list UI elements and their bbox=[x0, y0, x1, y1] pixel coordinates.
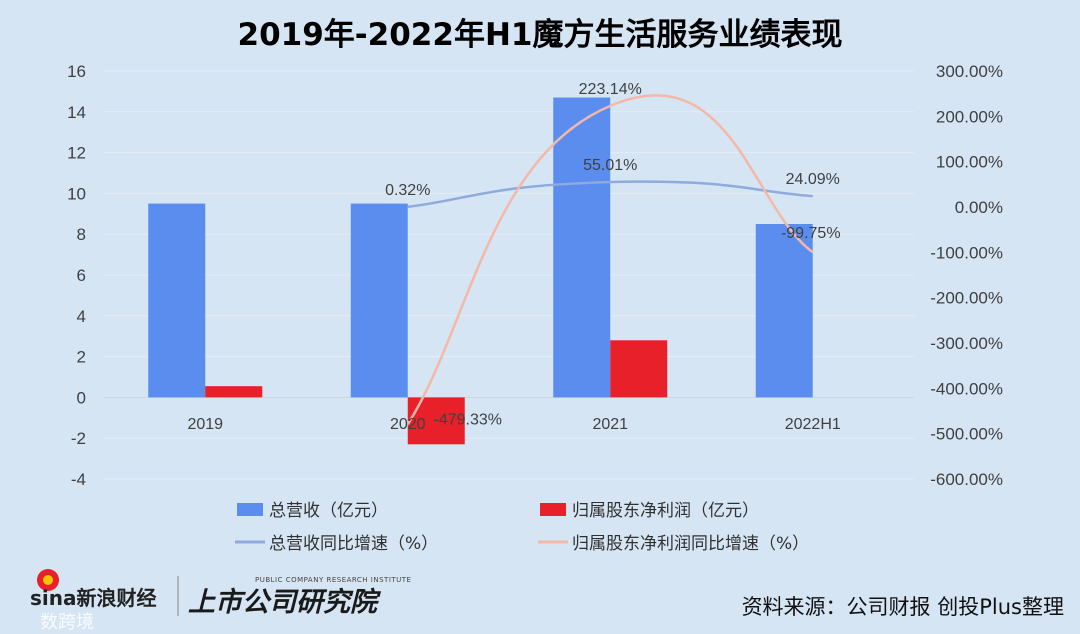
sina-logo: sina新浪财经 bbox=[30, 569, 157, 610]
research-logo-text: 上市公司研究院 bbox=[188, 587, 382, 618]
y-right-tick-label: -200.00% bbox=[930, 289, 1003, 308]
y-right-tick-label: -400.00% bbox=[930, 379, 1003, 398]
y-axis-right: 300.00% 200.00% 100.00% 0.00% -100.00% -200.0… bbox=[930, 62, 1003, 489]
x-tick-label: 2021 bbox=[592, 416, 628, 433]
bar-revenue bbox=[350, 203, 408, 398]
sina-logo-text: sina新浪财经 bbox=[30, 586, 157, 610]
y-left-tick-label: -4 bbox=[71, 470, 86, 489]
y-left-tick-label: 14 bbox=[67, 103, 86, 122]
y-left-tick-label: 6 bbox=[77, 266, 86, 285]
data-label: -479.33% bbox=[434, 411, 503, 428]
y-right-tick-label: 100.00% bbox=[936, 153, 1003, 172]
y-right-tick-label: -100.00% bbox=[930, 243, 1003, 262]
y-right-tick-label: 300.00% bbox=[936, 62, 1003, 81]
bar-revenue bbox=[148, 203, 206, 398]
watermark-text: 数跨境 bbox=[40, 612, 94, 633]
x-tick-label: 2022H1 bbox=[785, 416, 841, 433]
research-logo-subtitle: PUBLIC COMPANY RESEARCH INSTITUTE bbox=[255, 576, 411, 584]
y-left-tick-label: 10 bbox=[67, 184, 86, 203]
bars bbox=[148, 97, 813, 445]
bar-revenue bbox=[755, 224, 813, 398]
data-label: -99.75% bbox=[781, 225, 841, 242]
chart-title: 2019年-2022年H1魔方生活服务业绩表现 bbox=[238, 17, 843, 53]
data-label: 24.09% bbox=[786, 171, 840, 188]
y-left-tick-label: -2 bbox=[71, 429, 86, 448]
y-left-tick-label: 4 bbox=[77, 307, 86, 326]
sina-eye-pupil-icon bbox=[43, 575, 53, 585]
x-tick-label: 2019 bbox=[187, 416, 223, 433]
y-axis-left: 16 14 12 10 8 6 4 2 0 -2 -4 bbox=[67, 62, 86, 489]
legend-label: 归属股东净利润同比增速（%） bbox=[572, 534, 809, 554]
source-note: 资料来源：公司财报 创投Plus整理 bbox=[742, 595, 1064, 619]
y-left-tick-label: 8 bbox=[77, 225, 86, 244]
legend-label: 总营收同比增速（%） bbox=[269, 534, 438, 554]
y-right-tick-label: 200.00% bbox=[936, 107, 1003, 126]
research-logo: PUBLIC COMPANY RESEARCH INSTITUTE 上市公司研究… bbox=[188, 576, 411, 618]
y-right-tick-label: -500.00% bbox=[930, 425, 1003, 444]
lines bbox=[406, 94, 814, 425]
y-left-tick-label: 12 bbox=[67, 144, 86, 163]
bar-profit bbox=[205, 386, 263, 398]
legend-swatch bbox=[237, 503, 263, 516]
data-labels: 0.32% 55.01% 24.09% -479.33% 223.14% -99.75% bbox=[385, 81, 840, 428]
y-left-tick-label: 16 bbox=[67, 62, 86, 81]
y-right-tick-label: -600.00% bbox=[930, 470, 1003, 489]
bar-profit bbox=[407, 397, 465, 445]
bar-profit bbox=[610, 340, 668, 398]
data-label: 0.32% bbox=[385, 182, 430, 199]
x-axis: 2019 2020 2021 2022H1 bbox=[187, 416, 840, 433]
data-label: 55.01% bbox=[583, 157, 637, 174]
legend-swatch bbox=[540, 503, 566, 516]
bar-revenue bbox=[553, 97, 611, 398]
data-label: 223.14% bbox=[579, 81, 642, 98]
x-tick-label: 2020 bbox=[390, 416, 426, 433]
legend: 总营收（亿元） 归属股东净利润（亿元） 总营收同比增速（%） 归属股东净利润同比增速（… bbox=[235, 501, 809, 554]
y-left-tick-label: 0 bbox=[77, 388, 86, 407]
y-right-tick-label: -300.00% bbox=[930, 334, 1003, 353]
legend-label: 总营收（亿元） bbox=[269, 501, 388, 521]
legend-label: 归属股东净利润（亿元） bbox=[572, 501, 759, 521]
profit-growth-line bbox=[406, 94, 814, 425]
y-left-tick-label: 2 bbox=[77, 348, 86, 367]
y-right-tick-label: 0.00% bbox=[955, 198, 1003, 217]
